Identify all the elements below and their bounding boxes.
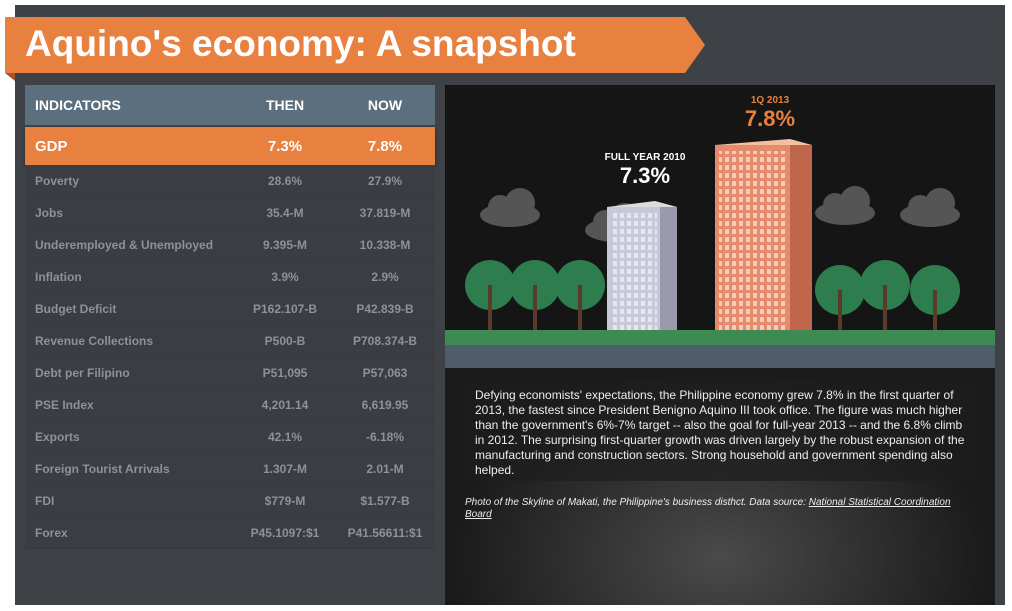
now-value: 2.9%	[371, 269, 399, 284]
indicator-name: Exports	[35, 429, 80, 444]
cloud-icon	[815, 186, 875, 225]
then-value: 7.3%	[267, 137, 303, 155]
table-row: Budget Deficit P162.107-B P42.839-B	[25, 293, 435, 325]
indicator-name: Debt per Filipino	[35, 365, 130, 380]
now-value: 2.01-M	[366, 461, 404, 476]
gdp-row: GDP 7.3% 7.8%	[25, 127, 435, 165]
now-value: P708.374-B	[352, 333, 418, 348]
now-value: 37.819-M	[359, 205, 411, 220]
now-value: $1.577-B	[360, 493, 410, 508]
now-value: P42.839-B	[356, 301, 414, 316]
title-banner: Aquino's economy: A snapshot	[5, 17, 705, 73]
then-value: P500-B	[264, 333, 306, 348]
now-value: 27.9%	[367, 173, 403, 188]
grass	[445, 330, 995, 346]
now-value: -6.18%	[365, 429, 405, 444]
q1-2013-label: 1Q 2013	[750, 95, 790, 106]
then-value: 3.9%	[271, 269, 299, 284]
now-value: 7.8%	[367, 137, 403, 155]
table-row: Debt per Filipino P51,095 P57,063	[25, 357, 435, 389]
now-value: 6,619.95	[361, 397, 409, 412]
photo-credit: Photo of the Skyline of Makati, the Phil…	[465, 497, 965, 521]
cloud-icon	[480, 188, 540, 227]
q1-2013-value: 7.8%	[744, 106, 796, 131]
then-value: 35.4-M	[266, 205, 304, 220]
indicator-name: Inflation	[35, 269, 82, 284]
table-row: Forex P45.1097:$1 P41.56611:$1	[25, 517, 435, 549]
header-now: NOW	[367, 97, 403, 113]
now-value: P57,063	[362, 365, 408, 380]
table-row: FDI $779-M $1.577-B	[25, 485, 435, 517]
then-value: P45.1097:$1	[250, 525, 320, 540]
data-source-link[interactable]: National Statistical Coordination Board	[465, 497, 951, 520]
illustration: FULL YEAR 2010 7.3% 1Q 2013 7.8% Defying…	[445, 85, 995, 605]
then-value: 1.307-M	[262, 461, 308, 476]
indicator-name: Jobs	[35, 205, 64, 220]
indicator-name: Revenue Collections	[35, 333, 154, 348]
table-row: Underemployed & Unemployed 9.395-M 10.338-…	[25, 229, 435, 261]
then-value: 28.6%	[267, 173, 303, 188]
then-value: P51,095	[262, 365, 308, 380]
then-value: 9.395-M	[262, 237, 308, 252]
page-title: Aquino's economy: A snapshot	[25, 23, 576, 64]
then-value: 42.1%	[267, 429, 303, 444]
indicator-name: FDI	[35, 493, 55, 508]
indicator-name: Poverty	[35, 173, 80, 188]
ground	[445, 345, 995, 368]
now-value: 10.338-M	[359, 237, 411, 252]
full-year-2010-label: FULL YEAR 2010	[604, 152, 686, 163]
banner-fold	[5, 73, 15, 81]
indicator-name: Foreign Tourist Arrivals	[35, 461, 170, 476]
header-then: THEN	[265, 97, 305, 113]
then-value: 4,201.14	[261, 397, 309, 412]
skyline-illustration	[465, 139, 960, 347]
table-header: INDICATORS THEN NOW	[25, 85, 435, 125]
indicator-name: PSE Index	[35, 397, 94, 412]
now-value: P41.56611:$1	[347, 525, 423, 540]
table-row: PSE Index 4,201.14 6,619.95	[25, 389, 435, 421]
credit-text: Photo of the Skyline of Makati, the Phil…	[465, 497, 809, 508]
table-row: Foreign Tourist Arrivals 1.307-M 2.01-M	[25, 453, 435, 485]
then-value: P162.107-B	[252, 301, 318, 316]
cloud-icon	[900, 188, 960, 227]
full-year-2010-value: 7.3%	[619, 163, 671, 188]
tree-icons	[465, 260, 960, 330]
indicator-name: Budget Deficit	[35, 301, 117, 316]
table-row: Poverty 28.6% 27.9%	[25, 165, 435, 197]
indicator-name: GDP	[35, 137, 68, 155]
header-indicators: INDICATORS	[35, 97, 121, 113]
indicator-name: Underemployed & Unemployed	[35, 237, 214, 252]
table-row: Inflation 3.9% 2.9%	[25, 261, 435, 293]
table-row: Revenue Collections P500-B P708.374-B	[25, 325, 435, 357]
table-row: Jobs 35.4-M 37.819-M	[25, 197, 435, 229]
indicator-name: Forex	[35, 525, 68, 540]
indicators-table: INDICATORS THEN NOW GDP 7.3% 7.8% Povert…	[25, 85, 435, 549]
table-row: Exports 42.1% -6.18%	[25, 421, 435, 453]
then-value: $779-M	[264, 493, 306, 508]
description-text: Defying economists' expectations, the Ph…	[465, 378, 975, 481]
